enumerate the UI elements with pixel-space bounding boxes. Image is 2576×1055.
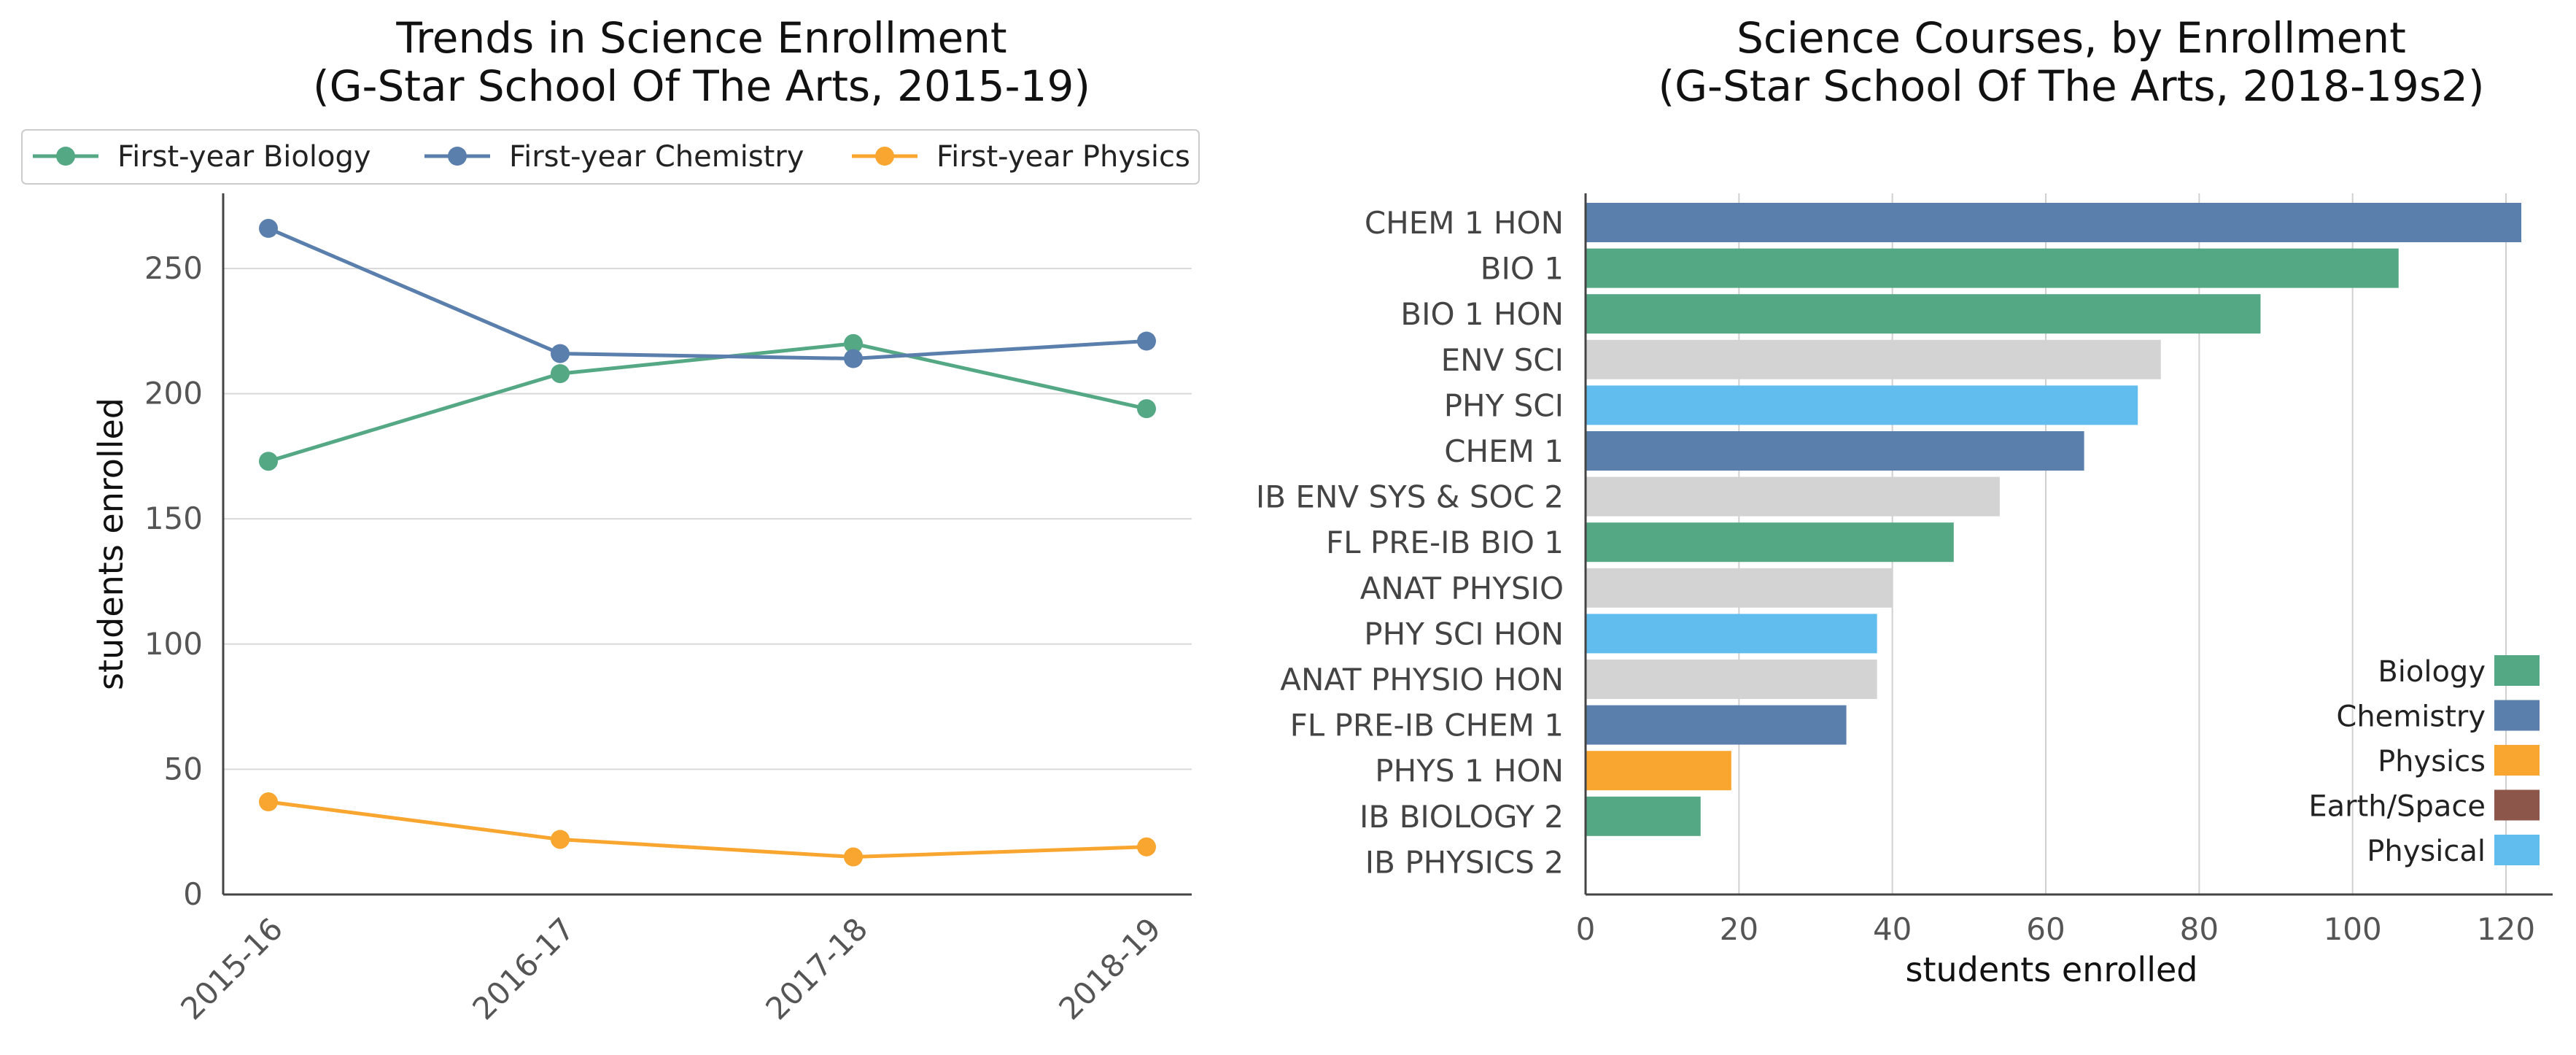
y-tick-label: PHY SCI xyxy=(1444,387,1564,423)
legend-swatch xyxy=(2494,789,2540,821)
bar-chart: 0 20 40 60 80 100 120 CHEM 1 HON BIO 1 BIO 1 HON E… xyxy=(1256,193,2553,989)
data-point xyxy=(1137,399,1156,419)
bar xyxy=(1586,522,1954,563)
x-tick-label: 2018-19 xyxy=(1052,911,1168,1027)
y-tick-label: 0 xyxy=(183,876,203,912)
x-tick-label: 100 xyxy=(2324,911,2382,947)
series-line xyxy=(268,226,1147,361)
bar xyxy=(1586,294,2261,334)
legend-label: Biology xyxy=(2378,655,2486,689)
y-tick-label: 250 xyxy=(144,250,203,286)
y-tick-label: ENV SCI xyxy=(1441,342,1564,378)
bar xyxy=(1586,339,2161,379)
legend-swatch xyxy=(2494,745,2540,776)
y-tick-label: FL PRE-IB CHEM 1 xyxy=(1290,708,1564,743)
bar xyxy=(1586,660,1877,699)
legend-marker xyxy=(56,147,75,166)
legend-swatch xyxy=(2494,835,2540,865)
legend-label: First-year Physics xyxy=(936,140,1190,174)
data-point xyxy=(1137,837,1156,857)
legend-swatch xyxy=(2494,655,2540,686)
legend-label: Physics xyxy=(2378,745,2486,778)
y-tick-label: IB PHYSICS 2 xyxy=(1365,844,1564,880)
bar xyxy=(1586,385,2138,425)
bar xyxy=(1586,431,2084,471)
y-tick-label: 200 xyxy=(144,376,203,411)
x-tick-label: 60 xyxy=(2026,911,2065,947)
x-tick-label: 120 xyxy=(2477,911,2535,947)
y-tick-label: IB BIOLOGY 2 xyxy=(1359,799,1564,835)
x-tick-label: 80 xyxy=(2180,911,2219,947)
bar xyxy=(1586,705,1847,745)
line-chart-title: Trends in Science Enrollment xyxy=(395,13,1006,63)
y-tick-label: IB ENV SYS & SOC 2 xyxy=(1256,479,1564,515)
x-tick-label: 2016-17 xyxy=(465,911,581,1027)
series-line xyxy=(268,341,1147,463)
x-axis-label: students enrolled xyxy=(1906,950,2198,989)
y-tick-label: ANAT PHYSIO xyxy=(1360,571,1564,606)
bar xyxy=(1586,476,2000,517)
y-tick-label: 150 xyxy=(144,501,203,536)
y-tick-label: ANAT PHYSIO HON xyxy=(1280,662,1564,697)
y-axis-label: students enrolled xyxy=(91,398,131,690)
x-tick-label: 20 xyxy=(1720,911,1758,947)
data-point xyxy=(551,344,570,363)
y-tick-label: BIO 1 xyxy=(1481,251,1564,287)
legend-label: First-year Chemistry xyxy=(509,140,804,174)
line-chart-legend: First-year Biology First-year Chemistry Fi… xyxy=(21,129,1200,185)
bar xyxy=(1586,568,1893,608)
y-tick-label: PHY SCI HON xyxy=(1364,616,1564,652)
data-point xyxy=(259,452,278,471)
line-chart-subtitle: (G-Star School Of The Arts, 2015-19) xyxy=(313,61,1090,111)
legend-label: Earth/Space xyxy=(2308,790,2486,824)
x-tick-label: 2015-16 xyxy=(174,911,290,1027)
y-tick-label: 50 xyxy=(164,751,203,787)
legend-swatch xyxy=(2494,700,2540,731)
bar xyxy=(1586,248,2399,288)
bar xyxy=(1586,796,1701,836)
data-point xyxy=(1137,331,1156,351)
line-chart: 0 50 100 150 200 250 2015-16 2016-17 2017-18 2018… xyxy=(21,129,1200,1027)
legend-marker xyxy=(448,147,467,166)
x-tick-label: 40 xyxy=(1873,911,1912,947)
legend-label: First-year Biology xyxy=(117,140,371,174)
data-point xyxy=(844,349,863,368)
data-point xyxy=(844,847,863,867)
data-point xyxy=(551,364,570,384)
y-tick-label: CHEM 1 xyxy=(1444,433,1564,469)
y-tick-label: PHYS 1 HON xyxy=(1375,753,1564,789)
data-point xyxy=(551,830,570,849)
data-point xyxy=(844,333,863,353)
bar-chart-legend: Biology Chemistry Physics Earth/Space Physic… xyxy=(2308,655,2540,868)
data-point xyxy=(259,219,278,239)
bar xyxy=(1586,203,2522,242)
legend-label: Physical xyxy=(2367,835,2486,868)
y-tick-label: FL PRE-IB BIO 1 xyxy=(1326,525,1564,560)
legend-marker xyxy=(875,147,894,166)
bar xyxy=(1586,751,1731,791)
x-tick-label: 0 xyxy=(1576,911,1596,947)
y-tick-label: 100 xyxy=(144,626,203,662)
bar-chart-subtitle: (G-Star School Of The Arts, 2018-19s2) xyxy=(1658,61,2484,111)
y-tick-label: BIO 1 HON xyxy=(1400,296,1564,332)
data-point xyxy=(259,792,278,812)
x-tick-label: 2017-18 xyxy=(759,911,874,1027)
y-tick-label: CHEM 1 HON xyxy=(1365,205,1564,241)
legend-frame xyxy=(21,129,1200,185)
legend-label: Chemistry xyxy=(2336,700,2486,734)
bar xyxy=(1586,614,1877,654)
bar-chart-title: Science Courses, by Enrollment xyxy=(1737,13,2406,63)
series-line xyxy=(268,800,1147,859)
